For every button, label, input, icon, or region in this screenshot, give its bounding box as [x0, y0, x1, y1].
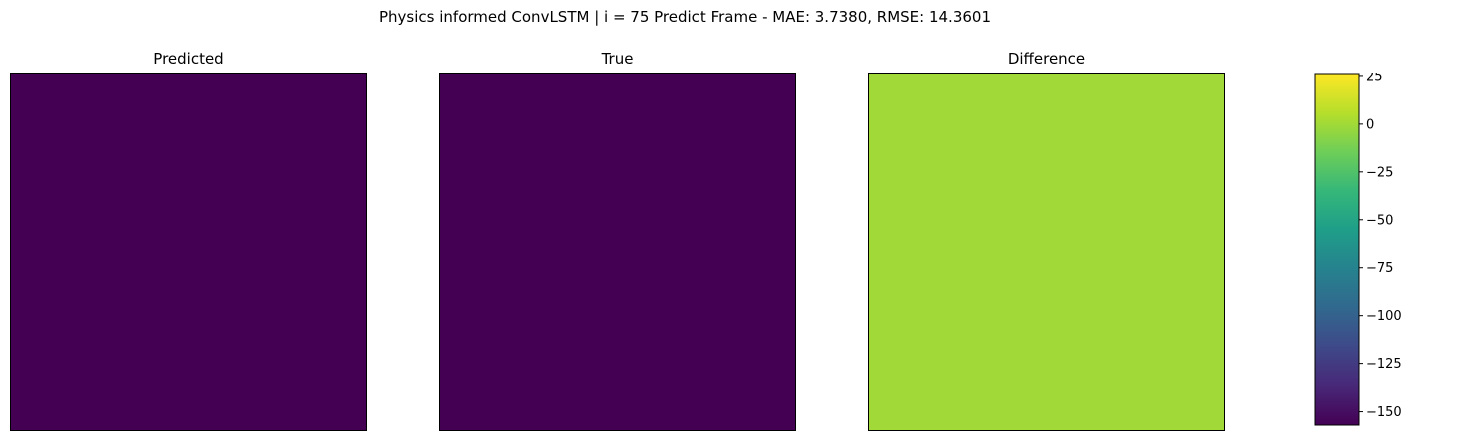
colorbar-tick-label: −50	[1366, 213, 1393, 228]
heatmap-panel-difference	[868, 73, 1225, 431]
colorbar-tick-label: −25	[1366, 165, 1393, 180]
heatmap-true	[439, 73, 796, 431]
heatmap-panel-predicted	[10, 73, 367, 431]
colorbar-tick-label: 0	[1366, 117, 1374, 132]
colorbar: 25 0 −25 −50 −75 −100 −125 −150	[1314, 69, 1406, 426]
panel-title-true: True	[601, 50, 634, 68]
colorbar-svg: 25 0 −25 −50 −75 −100 −125 −150	[1314, 69, 1402, 426]
figure-suptitle: Physics informed ConvLSTM | i = 75 Predi…	[379, 8, 991, 26]
panel-title-predicted: Predicted	[153, 50, 224, 68]
heatmap-cell-field	[439, 73, 796, 431]
axes-frame	[868, 73, 1225, 431]
colorbar-gradient	[1314, 73, 1360, 426]
colorbar-tick-label: −125	[1366, 357, 1402, 372]
axes-frame	[439, 73, 796, 431]
heatmap-panel-true	[439, 73, 796, 431]
colorbar-tick-label: −75	[1366, 261, 1393, 276]
axes-frame	[10, 73, 367, 431]
heatmap-predicted	[10, 73, 367, 431]
heatmap-difference	[868, 73, 1225, 431]
colorbar-tick-label: 25	[1366, 73, 1383, 84]
panel-title-difference: Difference	[1007, 50, 1086, 68]
colorbar-tick-label: −150	[1366, 405, 1402, 420]
colorbar-tick-label: −100	[1366, 309, 1402, 324]
heatmap-cell-field	[868, 73, 1225, 431]
heatmap-cell-field	[10, 73, 367, 431]
